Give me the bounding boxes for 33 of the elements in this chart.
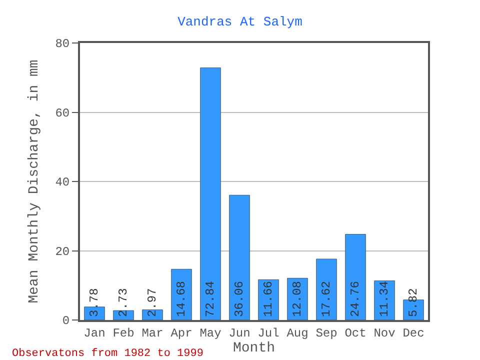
data-label: 12.08 [290,280,304,317]
x-tick-label: Apr [170,326,192,340]
y-tick-label: 80 [55,37,70,52]
data-label: 17.62 [320,280,334,317]
x-tick-label: Nov [374,326,396,340]
data-label: 2.97 [146,288,160,317]
x-tick-label: Jul [258,326,280,340]
x-tick-label: Sep [316,326,338,340]
data-label: 3.78 [88,288,102,317]
data-label: 11.66 [262,280,276,317]
chart-title: Vandras At Salym [178,14,303,30]
data-label: 11.34 [378,280,392,317]
y-tick-label: 20 [55,244,70,259]
x-tick-label: Mar [142,326,164,340]
x-axis-title: Month [232,340,276,356]
x-tick-label: Aug [286,326,308,340]
y-axis-title: Mean Monthly Discharge, in mm [26,60,42,304]
data-label: 5.82 [406,288,420,317]
y-tick-label: 60 [55,106,70,120]
data-label: 36.06 [232,280,246,317]
x-tick-label: Jan [84,326,106,340]
data-label: 2.73 [116,288,130,317]
data-label: 24.76 [348,280,362,317]
text: Observatons from 1982 to 1999 [12,348,204,360]
x-tick-label: Feb [112,326,134,340]
x-tick-label: Oct [344,326,366,340]
y-tick-label: 0 [62,314,70,328]
x-tick-label: Jun [228,326,250,340]
data-label: 14.68 [174,280,188,317]
data-label: 72.84 [204,280,218,317]
x-tick-label: May [200,326,222,340]
y-tick-label: 40 [55,176,70,190]
x-tick-label: Dec [402,326,424,340]
